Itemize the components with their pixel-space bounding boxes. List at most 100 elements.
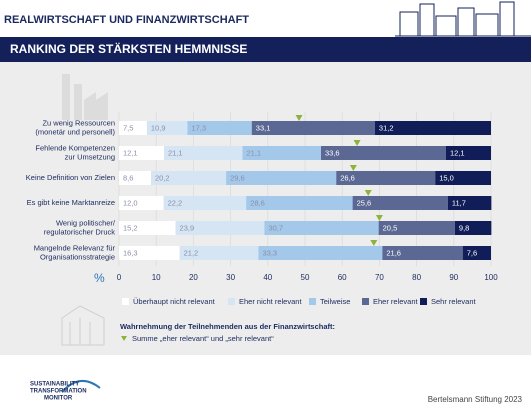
x-tick-label: 40 bbox=[263, 273, 272, 282]
bar-segment bbox=[352, 196, 448, 210]
value-label: 33,1 bbox=[256, 123, 271, 132]
x-tick-label: 60 bbox=[338, 273, 347, 282]
x-tick-label: 90 bbox=[449, 273, 458, 282]
bar-segment bbox=[246, 196, 353, 210]
category-label: Wenig politischer/ bbox=[56, 218, 116, 227]
value-label: 7,6 bbox=[467, 248, 477, 257]
logo-line: SUSTAINABILITY bbox=[30, 382, 79, 388]
value-label: 10,9 bbox=[151, 123, 166, 132]
marker bbox=[370, 240, 378, 246]
bar-segment bbox=[264, 221, 379, 235]
value-label: 15,0 bbox=[439, 173, 454, 182]
value-label: 12,1 bbox=[123, 148, 138, 157]
x-tick-label: 80 bbox=[412, 273, 421, 282]
x-tick-label: 30 bbox=[226, 273, 235, 282]
page-title: REALWIRTSCHAFT UND FINANZWIRTSCHAFT bbox=[4, 14, 249, 26]
bar-segment bbox=[164, 146, 243, 160]
factory-icon bbox=[62, 74, 108, 120]
bar-segment bbox=[119, 146, 165, 160]
x-tick-label: 10 bbox=[152, 273, 161, 282]
bar-segment bbox=[175, 221, 265, 235]
bar-segment bbox=[119, 246, 180, 260]
bar-segment bbox=[226, 171, 337, 185]
value-label: 31,2 bbox=[379, 123, 394, 132]
bar-segment bbox=[378, 221, 455, 235]
value-label: 7,5 bbox=[123, 123, 133, 132]
value-label: 28,6 bbox=[250, 198, 265, 207]
value-label: 11,7 bbox=[452, 198, 466, 207]
x-tick-label: 0 bbox=[117, 273, 122, 282]
legend-swatch bbox=[122, 298, 129, 305]
banner bbox=[0, 37, 531, 62]
category-label: zur Umsetzung bbox=[65, 152, 115, 161]
value-label: 16,3 bbox=[123, 248, 138, 257]
bar-segment bbox=[163, 196, 247, 210]
legend-swatch bbox=[420, 298, 427, 305]
bar-segment bbox=[374, 121, 491, 135]
bar-segment bbox=[454, 221, 492, 235]
bar-segment bbox=[119, 121, 147, 135]
skyline bbox=[395, 1, 531, 37]
value-label: 21,1 bbox=[168, 148, 183, 157]
marker bbox=[295, 115, 303, 121]
legend-label: Eher relevant bbox=[373, 297, 419, 306]
value-label: 21,1 bbox=[247, 148, 262, 157]
x-unit: % bbox=[94, 271, 105, 285]
value-label: 20,2 bbox=[155, 173, 170, 182]
marker bbox=[375, 215, 383, 221]
bar-segment bbox=[119, 196, 164, 210]
value-label: 25,6 bbox=[357, 198, 372, 207]
bar-segment bbox=[119, 171, 151, 185]
legend-label: Eher nicht relevant bbox=[239, 297, 302, 306]
bar-segment bbox=[187, 121, 252, 135]
value-label: 12,1 bbox=[450, 148, 465, 157]
x-tick-label: 70 bbox=[375, 273, 384, 282]
bar-segment bbox=[242, 146, 321, 160]
bar-segment bbox=[445, 146, 491, 160]
bar-segment bbox=[462, 246, 491, 260]
bar-segment bbox=[320, 146, 446, 160]
value-label: 15,2 bbox=[123, 223, 138, 232]
category-label: Mangelnde Relevanz für bbox=[34, 243, 116, 252]
legend-swatch bbox=[228, 298, 235, 305]
legend-swatch bbox=[309, 298, 316, 305]
category-label: Zu wenig Ressourcen bbox=[42, 118, 115, 127]
value-label: 12,0 bbox=[123, 198, 138, 207]
legend-label: Sehr relevant bbox=[431, 297, 477, 306]
x-tick-label: 50 bbox=[301, 273, 310, 282]
marker bbox=[353, 140, 361, 146]
value-label: 21,2 bbox=[184, 248, 199, 257]
value-label: 26,6 bbox=[340, 173, 355, 182]
banner-title: RANKING DER STÄRKSTEN HEMMNISSE bbox=[10, 41, 247, 56]
bar-segment bbox=[146, 121, 188, 135]
value-label: 20,5 bbox=[383, 223, 398, 232]
logo bbox=[61, 380, 101, 393]
bar-segment bbox=[251, 121, 375, 135]
bar-segment bbox=[258, 246, 383, 260]
legend-swatch bbox=[362, 298, 369, 305]
category-label: Organisationsstrategie bbox=[40, 252, 115, 261]
bar-segment bbox=[435, 171, 491, 185]
logo-line: TRANSFORMATION bbox=[30, 389, 87, 395]
logo-line: MONITOR bbox=[44, 396, 73, 402]
category-label: Keine Definition von Zielen bbox=[26, 173, 115, 182]
category-label: (monetär und personell) bbox=[35, 127, 115, 136]
legend-marker bbox=[121, 336, 127, 341]
category-label: Es gibt keine Marktanreize bbox=[27, 198, 115, 207]
value-label: 9,8 bbox=[459, 223, 469, 232]
marker-note-title: Wahrnehmung der Teilnehmenden aus der Fi… bbox=[120, 322, 335, 331]
x-tick-label: 20 bbox=[189, 273, 198, 282]
source: Bertelsmann Stiftung 2023 bbox=[428, 395, 523, 404]
category-label: regulatorischer Druck bbox=[44, 227, 116, 236]
value-label: 29,6 bbox=[230, 173, 245, 182]
legend-label: Teilweise bbox=[320, 297, 350, 306]
bar-segment bbox=[150, 171, 227, 185]
bar-segment bbox=[336, 171, 436, 185]
legend-label: Überhaupt nicht relevant bbox=[133, 297, 216, 306]
value-label: 22,2 bbox=[168, 198, 183, 207]
value-label: 17,3 bbox=[191, 123, 206, 132]
category-label: Fehlende Kompetenzen bbox=[35, 143, 115, 152]
marker bbox=[349, 165, 357, 171]
value-label: 30,7 bbox=[268, 223, 283, 232]
